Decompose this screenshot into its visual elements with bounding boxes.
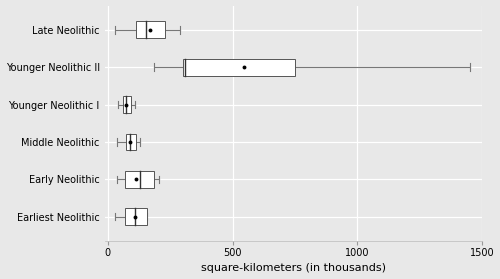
Bar (124, 208, 147, 225)
Bar (182, 59, 295, 76)
Bar (136, 21, 165, 38)
Bar (124, 171, 154, 188)
X-axis label: square-kilometers (in thousands): square-kilometers (in thousands) (201, 263, 386, 273)
Bar (126, 134, 136, 150)
Bar (122, 96, 132, 113)
